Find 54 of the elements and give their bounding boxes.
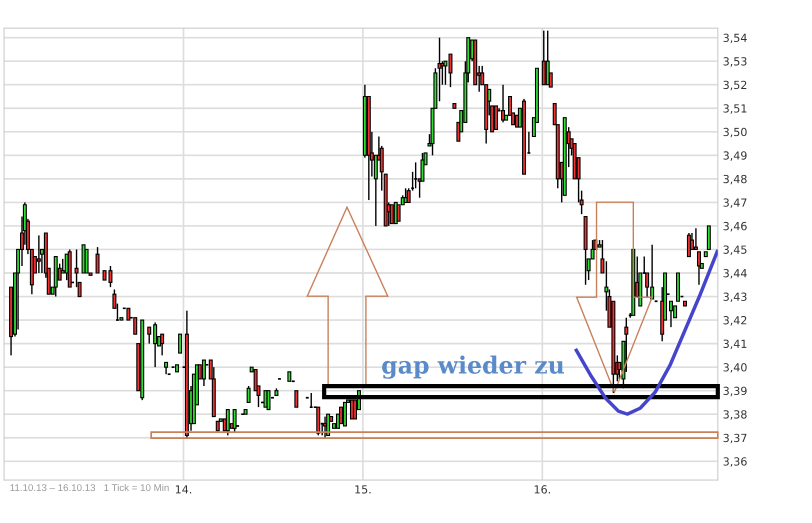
- y-tick-label: 3,45: [724, 245, 746, 255]
- x-tick-label: 16.: [534, 485, 550, 494]
- candlestick: [133, 317, 138, 335]
- y-tick-label: 3,40: [724, 363, 747, 373]
- candlestick: [546, 30, 550, 86]
- y-tick-label: 3,46: [724, 222, 747, 232]
- y-tick-label: 3,52: [724, 80, 746, 90]
- candlestick: [326, 414, 330, 436]
- y-tick-label: 3,47: [724, 198, 746, 208]
- x-tick-label: 14.: [176, 485, 192, 494]
- y-tick-label: 3,48: [724, 174, 747, 184]
- candlestick: [108, 265, 112, 288]
- candlestick: [160, 334, 164, 356]
- candlestick: [202, 359, 206, 387]
- y-tick-label: 3,51: [724, 104, 746, 114]
- y-tick-label: 3,39: [724, 386, 747, 396]
- candlestick: [178, 334, 182, 354]
- y-tick-label: 3,50: [724, 128, 747, 138]
- candlestick: [246, 385, 251, 404]
- candlestick: [36, 234, 41, 274]
- candlestick: [287, 371, 292, 382]
- candlestick: [542, 30, 546, 86]
- annotation: gap wieder zu: [382, 356, 564, 379]
- y-tick-label: 3,42: [724, 316, 746, 326]
- candlestick: [263, 390, 268, 408]
- candlestick: [294, 390, 298, 408]
- candlestick: [226, 408, 230, 436]
- candlestick: [164, 362, 168, 375]
- y-tick-label: 3,36: [724, 457, 747, 467]
- candlestick: [394, 202, 398, 224]
- y-tick-label: 3,44: [724, 268, 747, 279]
- candlestick: [126, 308, 130, 321]
- x-tick-label: 15.: [355, 485, 371, 494]
- candlestick: [153, 322, 158, 368]
- y-tick-label: 3,38: [724, 410, 747, 420]
- candlestick: [232, 408, 237, 434]
- y-tick-label: 3,53: [724, 57, 747, 67]
- y-tick-label: 3,41: [724, 340, 746, 350]
- candlestick: [390, 204, 394, 224]
- candlestick: [216, 420, 220, 432]
- y-tick-label: 3,43: [724, 292, 747, 302]
- y-tick-label: 3,54: [724, 34, 747, 44]
- candlestick: [102, 270, 107, 281]
- candlestick: [668, 300, 673, 328]
- candlestick: [494, 105, 498, 130]
- candlestick: [266, 390, 271, 410]
- candlestick: [420, 152, 424, 182]
- candlestick: [96, 246, 100, 274]
- candlestick: [147, 326, 152, 344]
- candlestick: [501, 84, 506, 124]
- y-tick-label: 3,49: [724, 151, 747, 161]
- y-tick-label: 3,37: [724, 434, 746, 444]
- candlestick: [342, 402, 347, 427]
- text: 11.10.13 – 16.10.13 1 Tick = 10 Min: [10, 484, 169, 492]
